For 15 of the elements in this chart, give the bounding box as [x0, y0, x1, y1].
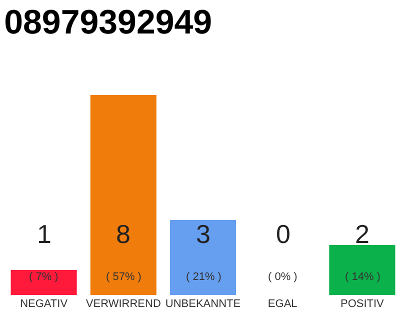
x-tick-label: NEGATIV — [20, 298, 68, 310]
x-tick-label: EGAL — [268, 298, 298, 310]
data-label: 0 ( 0% ) — [268, 219, 298, 283]
bar — [90, 95, 156, 295]
chart-title: 08979392949 — [4, 3, 212, 42]
x-tick-label: VERWIRREND — [86, 298, 161, 310]
data-label: 1 ( 7% ) — [29, 219, 58, 283]
bar — [329, 245, 396, 295]
bar — [10, 270, 77, 295]
data-label: 8 ( 57% ) — [106, 219, 142, 283]
x-tick-label: POSITIV — [340, 298, 385, 310]
x-tick-label: UNBEKANNTE — [165, 298, 241, 310]
bar — [170, 220, 236, 295]
data-label: 2 ( 14% ) — [345, 219, 380, 283]
data-label: 3 ( 21% ) — [186, 219, 222, 283]
